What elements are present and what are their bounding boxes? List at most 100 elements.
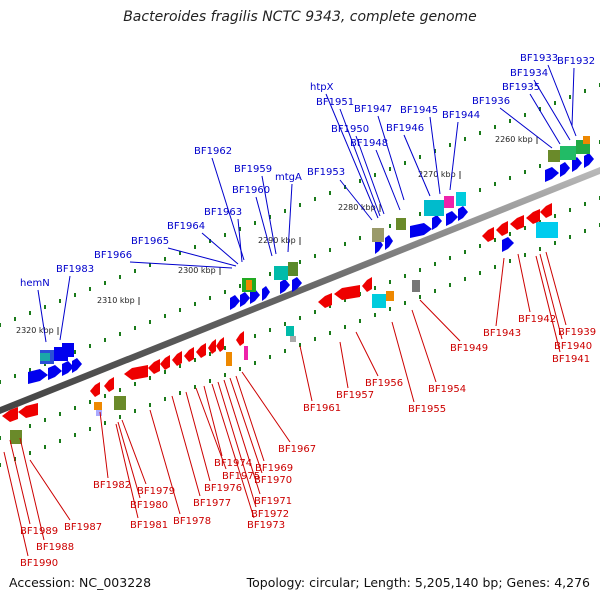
label-leader [217,381,257,508]
reverse-gene [482,227,494,242]
gene-label: BF1944 [442,110,480,121]
feature-block [246,280,252,290]
gene-label: BF1951 [316,97,354,108]
label-leader [403,134,431,197]
reverse-gene [216,337,224,352]
gene-label: BF1980 [130,500,168,511]
label-leader [261,175,277,255]
feature-block [96,410,102,416]
feature-block [114,396,126,410]
forward-gene [432,215,442,230]
label-leader [129,261,233,269]
reverse-gene [540,203,552,218]
gene-label: BF1981 [130,520,168,531]
feature-block [583,136,590,144]
label-leader [419,299,461,342]
gene-label: BF1961 [303,403,341,414]
reverse-gene [318,293,332,308]
gene-label: BF1932 [557,56,595,67]
label-leader [223,379,261,495]
gene-label: BF1933 [520,53,558,64]
label-leader [185,391,211,482]
label-leader [339,108,381,217]
forward-gene [458,206,468,221]
label-leader [355,135,385,215]
accession-text: Accession: NC_003228 [9,575,152,590]
feature-block [286,326,294,336]
gene-label: BF1975 [222,471,260,482]
forward-gene [545,167,559,182]
label-leader [547,64,577,137]
forward-gene [48,365,62,380]
forward-gene [292,277,302,292]
forward-gene [375,239,383,254]
reverse-gene [124,365,148,380]
gene-label: BF1950 [331,124,369,135]
feature-block [424,200,444,216]
label-leaders [3,64,577,557]
label-leader [287,183,293,253]
label-leader [235,375,265,462]
label-leader [391,321,415,403]
gene-label: BF1976 [204,483,242,494]
gene-label: BF1946 [386,123,424,134]
feature-block [288,262,298,276]
label-leader [241,371,291,443]
label-leader [37,289,47,343]
gene-label: BF1935 [502,82,540,93]
reverse-gene [90,382,100,397]
gene-label: hemN [20,278,50,289]
forward-gene [584,153,594,168]
reverse-gene [18,403,38,418]
gene-label: BF1959 [234,164,272,175]
feature-block [94,402,102,410]
reverse-gene [236,331,244,346]
label-leader [211,157,245,261]
feature-block [386,291,394,301]
reverse-gene [196,343,206,358]
label-leader [121,419,147,485]
gene-label: htpX [310,82,334,93]
label-leader [299,345,313,402]
gene-label: BF1970 [254,475,292,486]
genome-axis [0,167,600,414]
tick-label: 2310 kbp [97,296,135,305]
label-leader [59,275,71,341]
reverse-gene [208,339,216,354]
gene-label: BF1934 [510,68,548,79]
reverse-gene [148,359,160,374]
gene-label: BF1957 [336,390,374,401]
gene-label: BF1963 [204,207,242,218]
tick-marks: 2320 kbp 2310 kbp 2300 kbp 2290 kbp 2280 kbp… [0,83,600,467]
gene-label: BF1982 [93,480,131,491]
gene-label: BF1965 [131,236,169,247]
forward-gene [28,369,48,384]
feature-block [456,192,466,206]
feature-block [444,196,454,208]
label-leader [117,421,141,499]
forward-gene [62,361,74,376]
tick-label: 2300 kbp [178,266,216,275]
label-leader [9,439,31,525]
gene-label: BF1949 [450,343,488,354]
gene-label: BF1974 [214,458,252,469]
forward-gene [560,162,570,177]
feature-block [274,266,288,280]
label-leader [237,218,243,263]
feature-block [244,346,248,360]
label-leader [539,253,563,340]
gene-label: BF1987 [64,522,102,533]
reverse-gene [510,215,524,230]
tick-label: 2280 kbp [338,203,376,212]
label-leader [545,251,567,326]
gene-label: BF1936 [472,96,510,107]
label-leader [339,341,349,389]
label-leader [29,459,71,521]
label-leader [167,247,237,267]
forward-gene [230,295,240,310]
gene-label: BF1941 [552,354,590,365]
tick-label: 2260 kbp [495,135,533,144]
label-leader [325,93,379,219]
forward-gene [446,211,458,226]
